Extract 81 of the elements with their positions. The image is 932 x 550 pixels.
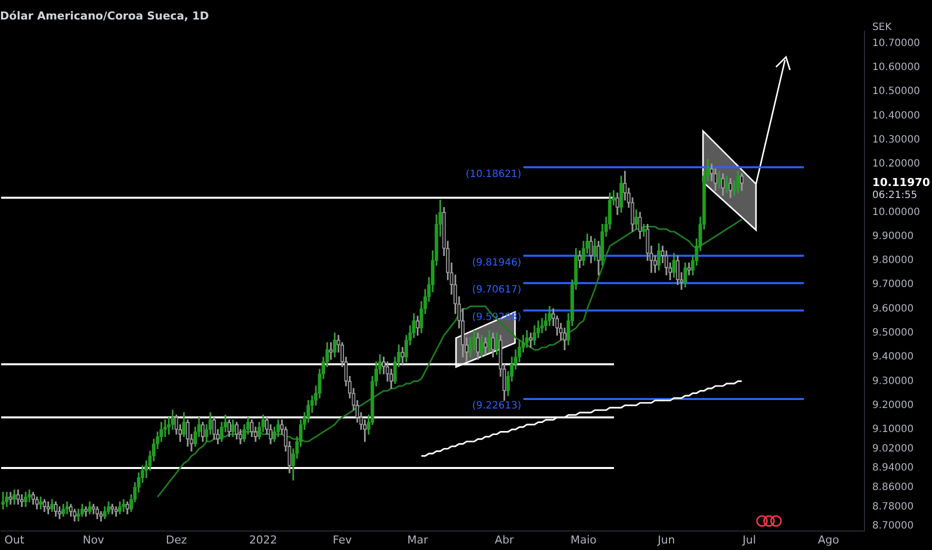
y-axis-title: SEK xyxy=(872,22,892,33)
y-tick-label: 9.40000 xyxy=(872,352,914,363)
y-tick-label: 10.40000 xyxy=(872,110,920,122)
candlestick xyxy=(61,504,66,517)
candlestick xyxy=(42,499,46,512)
candlestick xyxy=(589,236,593,264)
candlestick xyxy=(578,250,582,268)
candlestick xyxy=(416,316,420,336)
y-tick-label: 9.90000 xyxy=(872,230,914,242)
candlestick xyxy=(54,502,58,517)
y-tick-label: 9.80000 xyxy=(872,255,914,266)
candlestick xyxy=(683,262,688,288)
candlestick xyxy=(596,240,600,276)
y-tick-label: 8.70000 xyxy=(872,520,914,532)
candlestick xyxy=(182,412,186,438)
y-tick-label: 8.78000 xyxy=(872,501,914,512)
candlestick xyxy=(638,212,642,240)
candlestick xyxy=(634,209,638,230)
chart-title: Dólar Americano/Coroa Sueca, 1D xyxy=(0,9,209,22)
candlestick xyxy=(672,252,676,278)
candlestick xyxy=(687,262,691,276)
y-tick-label: 9.60000 xyxy=(872,303,914,314)
x-tick-label: Nov xyxy=(82,533,105,546)
y-tick-label: 9.70000 xyxy=(872,279,914,290)
x-tick-label: Out xyxy=(4,533,25,546)
y-tick-label: 10.20000 xyxy=(872,158,920,170)
y-tick-label: 10.60000 xyxy=(872,62,920,73)
text: 06:21:55 xyxy=(872,190,918,201)
candlestick xyxy=(740,173,744,191)
ref-line-label: (10.18621) xyxy=(466,168,522,180)
x-tick-label: Ago xyxy=(818,533,840,546)
y-tick-label: 8.86000 xyxy=(872,482,914,493)
candlestick xyxy=(118,502,122,514)
candlestick xyxy=(484,337,488,355)
candlestick xyxy=(491,332,495,358)
text: 10.11970 xyxy=(872,176,930,190)
x-tick-label: Dez xyxy=(166,533,188,546)
candlestick xyxy=(736,170,740,194)
ref-line-label: (9.70617) xyxy=(472,284,522,296)
candlestick xyxy=(50,499,54,512)
candlestick xyxy=(476,332,480,360)
candlestick xyxy=(400,347,404,365)
y-tick-label: 9.30000 xyxy=(872,376,914,387)
y-tick-label: 10.50000 xyxy=(872,86,920,98)
y-tick-label: 10.30000 xyxy=(872,134,920,146)
candlestick xyxy=(12,489,16,505)
candlestick xyxy=(1,492,5,510)
x-tick-label: Abr xyxy=(494,533,514,546)
ref-line-label: (9.81946) xyxy=(472,257,522,268)
y-tick-label: 9.20000 xyxy=(872,400,914,411)
candlestick xyxy=(114,506,118,517)
candlestick xyxy=(717,170,721,188)
x-tick-label: Jul xyxy=(742,533,756,546)
candlestick xyxy=(480,334,484,358)
candlestick xyxy=(8,492,12,505)
candlestick xyxy=(24,492,28,507)
x-tick-label: Jun xyxy=(656,533,676,546)
y-tick-label: 9.50000 xyxy=(872,327,914,338)
x-tick-label: 2022 xyxy=(249,533,278,546)
candlestick xyxy=(728,178,732,198)
candlestick xyxy=(95,506,100,520)
candlestick xyxy=(126,502,130,514)
y-tick-label: 9.02000 xyxy=(872,443,914,454)
y-tick-label: 10.70000 xyxy=(872,38,920,49)
candlestick xyxy=(724,176,729,194)
candlestick xyxy=(84,506,88,517)
candlestick xyxy=(329,342,333,360)
candlestick xyxy=(721,173,725,196)
ref-line-label: (9.22613) xyxy=(472,400,522,412)
candlestick xyxy=(65,502,69,514)
x-tick-label: Maio xyxy=(570,533,597,546)
candlestick xyxy=(16,489,20,505)
candlestick xyxy=(4,492,9,507)
x-tick-label: Mar xyxy=(407,533,428,546)
candlestick xyxy=(592,238,597,261)
candlestick xyxy=(88,502,92,514)
y-tick-label: 9.10000 xyxy=(872,424,914,436)
candlestick xyxy=(657,243,661,270)
x-tick-label: Fev xyxy=(332,533,352,546)
y-tick-label: 10.00000 xyxy=(872,206,920,218)
y-tick-label: 8.94000 xyxy=(872,462,914,474)
